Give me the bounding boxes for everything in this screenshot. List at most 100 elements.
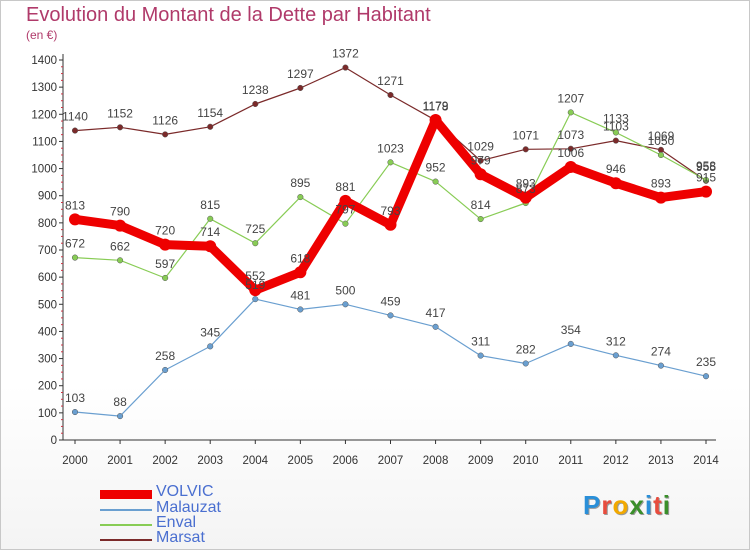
data-point-volvic: [474, 168, 487, 181]
data-point-marsat: [342, 64, 349, 71]
data-point-enval: [342, 220, 349, 227]
data-label-marsat: 1297: [287, 67, 314, 81]
x-tick-label: 2002: [152, 455, 178, 467]
proxiti-logo: Proxiti: [583, 490, 671, 520]
chart-subtitle: (en €): [26, 28, 58, 42]
data-label-malauzat: 459: [380, 294, 400, 308]
data-label-enval: 1207: [557, 91, 584, 105]
data-point-malauzat: [387, 312, 394, 319]
data-label-volvic: 714: [200, 225, 220, 239]
data-point-marsat: [117, 124, 124, 131]
data-label-volvic: 1006: [557, 146, 584, 160]
legend-swatch-malauzat: [100, 509, 152, 511]
data-label-enval: 662: [110, 239, 130, 253]
data-label-malauzat: 519: [245, 278, 265, 292]
data-point-volvic: [700, 185, 712, 198]
data-point-marsat: [387, 91, 394, 99]
data-label-enval: 1023: [377, 141, 404, 155]
data-label-marsat: 1069: [648, 129, 675, 143]
data-label-volvic: 813: [65, 198, 85, 212]
data-label-volvic: 1179: [423, 99, 449, 113]
data-point-malauzat: [162, 366, 169, 374]
data-point-malauzat: [207, 343, 214, 350]
data-point-enval: [702, 176, 710, 184]
data-point-marsat: [162, 131, 169, 138]
y-tick-label: 1000: [31, 164, 57, 176]
data-point-volvic: [69, 213, 81, 226]
x-tick-label: 2014: [693, 455, 719, 467]
data-point-enval: [207, 215, 214, 222]
data-label-malauzat: 235: [696, 355, 716, 369]
x-tick-label: 2011: [558, 455, 583, 467]
x-tick-label: 2005: [288, 455, 314, 467]
data-point-volvic: [564, 160, 577, 173]
data-point-enval: [162, 274, 169, 282]
data-point-enval: [567, 109, 574, 116]
data-label-malauzat: 354: [561, 323, 581, 337]
data-label-volvic: 793: [380, 204, 400, 218]
data-label-volvic: 946: [606, 162, 626, 176]
data-point-enval: [657, 151, 664, 159]
data-point-enval: [117, 257, 124, 264]
data-label-malauzat: 481: [290, 288, 310, 302]
y-tick-label: 1400: [31, 55, 57, 67]
data-label-malauzat: 282: [516, 342, 536, 356]
y-tick-label: 600: [38, 272, 57, 284]
data-point-malauzat: [522, 360, 529, 367]
data-point-malauzat: [252, 296, 259, 303]
data-point-enval: [297, 194, 304, 201]
data-label-enval: 815: [200, 198, 220, 212]
legend-swatch-marsat: [100, 539, 152, 541]
data-label-volvic: 552: [245, 269, 265, 283]
data-point-volvic: [429, 113, 442, 126]
data-point-marsat: [477, 157, 484, 164]
y-tick-label: 100: [38, 408, 57, 420]
data-label-enval: 597: [155, 257, 175, 271]
data-label-marsat: 1029: [467, 140, 494, 154]
data-label-marsat: 1178: [423, 99, 449, 113]
y-tick-label: 300: [38, 354, 57, 366]
data-label-malauzat: 103: [65, 391, 85, 405]
data-label-enval: 1050: [648, 134, 675, 148]
data-label-marsat: 955: [696, 160, 716, 174]
legend-swatch-enval: [100, 524, 152, 526]
data-label-volvic: 720: [155, 224, 175, 238]
y-tick-label: 1200: [31, 109, 57, 121]
data-point-enval: [71, 254, 79, 261]
data-point-volvic: [609, 177, 622, 190]
legend-label-marsat: Marsat: [156, 529, 205, 546]
data-label-marsat: 1071: [512, 128, 539, 142]
data-label-malauzat: 500: [335, 283, 355, 297]
data-point-malauzat: [71, 408, 79, 416]
x-tick-label: 2000: [62, 455, 88, 467]
data-label-malauzat: 312: [606, 334, 626, 348]
data-point-enval: [432, 178, 439, 185]
data-point-marsat: [522, 146, 529, 153]
data-label-marsat: 1154: [197, 106, 223, 120]
y-tick-label: 700: [38, 245, 57, 257]
data-label-marsat: 1271: [377, 74, 404, 88]
data-label-enval: 797: [335, 203, 355, 217]
data-point-volvic: [114, 219, 127, 232]
data-label-enval: 952: [426, 161, 446, 175]
data-label-malauzat: 274: [651, 345, 671, 359]
data-label-enval: 672: [65, 237, 85, 251]
data-point-marsat: [297, 84, 304, 92]
data-label-malauzat: 345: [200, 325, 220, 339]
data-point-marsat: [252, 100, 259, 108]
legend-label-enval: Enval: [156, 514, 197, 531]
y-tick-label: 200: [38, 381, 57, 393]
data-point-malauzat: [612, 352, 619, 359]
data-point-malauzat: [342, 301, 349, 308]
x-tick-label: 2008: [423, 455, 449, 467]
data-point-volvic: [294, 266, 307, 279]
data-label-volvic: 881: [335, 180, 355, 194]
data-label-malauzat: 417: [426, 306, 446, 320]
data-label-marsat: 1073: [557, 128, 584, 142]
data-label-marsat: 1140: [62, 110, 88, 124]
data-point-enval: [477, 216, 484, 223]
data-label-malauzat: 311: [471, 335, 490, 349]
data-point-volvic: [204, 240, 217, 253]
